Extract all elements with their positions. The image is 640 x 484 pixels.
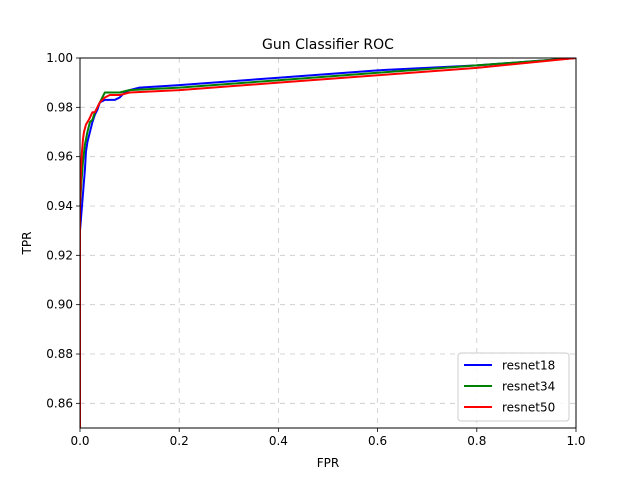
y-tick-label: 0.88 xyxy=(46,347,73,361)
x-tick-label: 0.4 xyxy=(269,434,288,448)
legend: resnet18 resnet34 resnet50 xyxy=(457,352,570,422)
chart-title: Gun Classifier ROC xyxy=(262,37,394,53)
y-tick-label: 0.90 xyxy=(46,298,73,312)
y-axis-ticks: 0.86 0.88 0.90 0.92 0.94 0.96 0.98 1.00 xyxy=(46,51,80,410)
x-tick-label: 0.2 xyxy=(170,434,189,448)
x-tick-label: 0.0 xyxy=(70,434,89,448)
y-tick-label: 0.86 xyxy=(46,396,73,410)
y-tick-label: 0.98 xyxy=(46,100,73,114)
x-tick-label: 1.0 xyxy=(566,434,585,448)
series-layer xyxy=(80,58,576,428)
y-tick-label: 0.96 xyxy=(46,150,73,164)
y-tick-label: 1.00 xyxy=(46,51,73,65)
legend-label-resnet50: resnet50 xyxy=(502,401,555,415)
legend-label-resnet18: resnet18 xyxy=(502,359,555,373)
x-axis-label: FPR xyxy=(317,456,339,470)
x-axis-ticks: 0.0 0.2 0.4 0.6 0.8 1.0 xyxy=(70,428,586,448)
x-tick-label: 0.6 xyxy=(368,434,387,448)
plot-frame xyxy=(79,57,577,429)
x-tick-label: 0.8 xyxy=(467,434,486,448)
y-axis-label: TPR xyxy=(20,232,34,256)
series-line-resnet50 xyxy=(80,58,576,428)
legend-label-resnet34: resnet34 xyxy=(502,380,555,394)
y-tick-label: 0.92 xyxy=(46,248,73,262)
legend-box xyxy=(457,352,570,422)
y-tick-label: 0.94 xyxy=(46,199,73,213)
